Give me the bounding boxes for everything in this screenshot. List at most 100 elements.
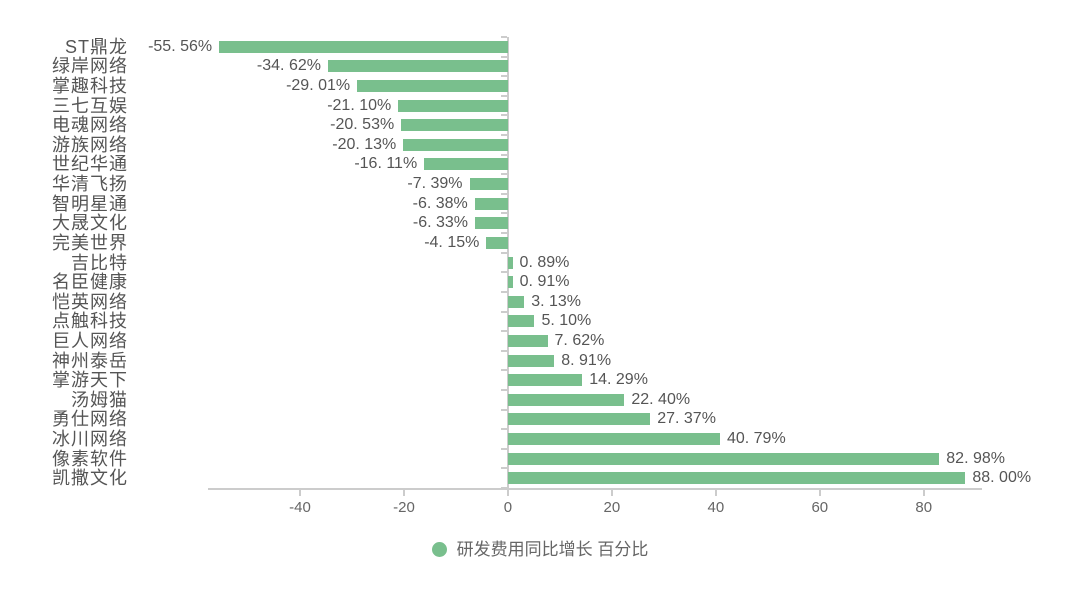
value-label: -6. 33% <box>412 214 469 232</box>
bar[interactable] <box>507 334 548 347</box>
category-label: 大晟文化 <box>52 213 128 234</box>
category-tick-mark <box>500 251 507 254</box>
x-tick-mark <box>922 490 925 496</box>
category-label: 勇仕网络 <box>52 409 128 430</box>
category-tick-mark <box>500 271 507 274</box>
bar[interactable] <box>507 256 513 269</box>
bar[interactable] <box>474 197 508 210</box>
category-tick-mark <box>500 134 507 137</box>
bar[interactable] <box>401 119 508 132</box>
category-label: 凯撒文化 <box>52 468 128 489</box>
x-axis: -40 -20 0 20 40 60 80 <box>208 488 982 528</box>
value-label: 3. 13% <box>531 292 581 310</box>
bar[interactable] <box>357 80 508 93</box>
category-label: 神州泰岳 <box>52 350 128 371</box>
category-label: 吉比特 <box>71 252 128 273</box>
bar[interactable] <box>403 138 508 151</box>
category-label: ST鼎龙 <box>64 36 128 57</box>
bar[interactable] <box>507 374 583 387</box>
value-label: 27. 37% <box>657 410 716 428</box>
category-label: 绿岸网络 <box>52 56 128 77</box>
value-label: -34. 62% <box>256 57 321 75</box>
category-label: 冰川网络 <box>52 428 128 449</box>
value-label: -4. 15% <box>424 233 480 251</box>
value-label: 8. 91% <box>561 351 612 369</box>
bar[interactable] <box>507 432 720 445</box>
bar[interactable] <box>507 295 525 308</box>
value-label: 0. 89% <box>519 253 570 271</box>
category-tick-mark <box>500 487 507 489</box>
x-tick-mark <box>506 490 509 496</box>
category-tick-mark <box>500 290 507 293</box>
bar[interactable] <box>424 158 508 171</box>
legend: 研发费用同比增长 百分比 <box>0 541 1080 558</box>
category-tick-mark <box>500 310 507 313</box>
bar[interactable] <box>507 413 651 426</box>
category-tick-mark <box>500 349 507 352</box>
category-tick-mark <box>500 55 507 58</box>
value-label: 14. 29% <box>589 371 648 389</box>
legend-circle-icon <box>431 542 447 557</box>
x-tick-label: -20 <box>393 499 415 516</box>
x-tick-mark <box>610 490 613 496</box>
category-tick-mark <box>500 173 507 176</box>
bar[interactable] <box>327 60 508 73</box>
category-label: 智明星通 <box>52 193 128 214</box>
x-tick-mark <box>402 490 405 496</box>
category-tick-mark <box>500 153 507 156</box>
bar[interactable] <box>469 178 508 191</box>
category-tick-mark <box>500 212 507 215</box>
legend-label: 研发费用同比增长 百分比 <box>456 540 649 559</box>
bar[interactable] <box>486 236 508 249</box>
category-tick-mark <box>500 330 507 333</box>
category-tick-mark <box>500 467 507 470</box>
x-tick-label: 80 <box>915 499 933 516</box>
bar[interactable] <box>507 472 966 485</box>
value-label: -29. 01% <box>286 77 351 95</box>
legend-item[interactable]: 研发费用同比增长 百分比 <box>431 540 649 559</box>
value-label: -7. 39% <box>407 175 463 193</box>
x-tick-label: 20 <box>603 499 621 516</box>
category-label: 汤姆猫 <box>71 389 128 410</box>
bar[interactable] <box>507 276 513 289</box>
category-tick-mark <box>500 114 507 117</box>
category-label: 巨人网络 <box>52 330 128 351</box>
bar[interactable] <box>507 315 535 328</box>
category-tick-mark <box>500 388 507 391</box>
bar[interactable] <box>398 99 508 112</box>
bar[interactable] <box>507 354 555 367</box>
category-label: 掌趣科技 <box>52 76 128 97</box>
x-tick-label: 0 <box>503 499 513 516</box>
value-label: 5. 10% <box>541 312 592 330</box>
bar[interactable] <box>475 217 508 230</box>
category-label: 掌游天下 <box>52 370 128 391</box>
category-tick-mark <box>500 428 507 431</box>
x-tick-label: -40 <box>289 499 311 516</box>
category-tick-mark <box>500 408 507 411</box>
value-label: -20. 53% <box>330 116 395 134</box>
category-label: 电魂网络 <box>52 115 128 136</box>
value-label: 88. 00% <box>972 469 1032 487</box>
value-label: 0. 91% <box>519 273 570 291</box>
category-label: 三七互娱 <box>52 95 128 116</box>
x-axis-line <box>208 488 982 490</box>
y-axis-category-labels: ST鼎龙 绿岸网络 掌趣科技 三七互娱 电魂网络 游族网络 世纪华通 华清飞扬 智明星通 大晟文化… <box>0 37 128 488</box>
category-label: 世纪华通 <box>52 154 128 175</box>
category-label: 华清飞扬 <box>52 174 128 195</box>
category-tick-mark <box>500 75 507 78</box>
category-label: 点触科技 <box>52 311 128 332</box>
bar[interactable] <box>219 40 508 53</box>
x-tick-label: 60 <box>811 499 829 516</box>
value-label: -55. 56% <box>148 37 213 55</box>
bar[interactable] <box>507 452 940 465</box>
plot-area: -55. 56% -34. 62% -29. 01% -21. 10% -20. 53%… <box>148 36 1031 490</box>
value-label: -21. 10% <box>327 96 392 114</box>
value-label: -20. 13% <box>332 135 397 153</box>
value-label: 82. 98% <box>946 449 1005 467</box>
value-label: -6. 38% <box>412 194 468 212</box>
bar[interactable] <box>507 393 625 406</box>
category-label: 恺英网络 <box>52 291 128 312</box>
value-label: 40. 79% <box>726 429 786 447</box>
category-label: 像素软件 <box>52 448 128 469</box>
